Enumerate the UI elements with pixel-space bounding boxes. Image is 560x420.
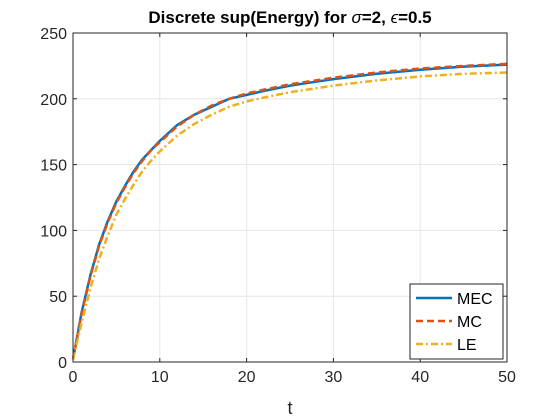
legend-label-le: LE <box>457 337 477 354</box>
x-tick-label: 40 <box>411 369 429 386</box>
x-tick-label: 50 <box>498 369 516 386</box>
legend: MEC MC LE <box>409 283 504 360</box>
y-tick-label: 200 <box>40 92 67 109</box>
y-tick-label: 150 <box>40 158 67 175</box>
plot-frame <box>72 32 508 363</box>
x-axis-label: t <box>287 398 292 418</box>
axis-ticks: 0 10 20 30 40 50 0 50 100 150 200 250 <box>40 26 516 386</box>
legend-label-mc: MC <box>457 314 482 331</box>
y-tick-label: 250 <box>40 26 67 43</box>
series-line-le <box>71 71 508 360</box>
y-tick-label: 0 <box>58 355 67 372</box>
chart-title-sigma: σ <box>351 8 362 27</box>
y-tick-label: 100 <box>40 223 67 240</box>
x-tick-label: 20 <box>238 369 256 386</box>
legend-label-mec: MEC <box>457 291 493 308</box>
x-tick-label: 30 <box>325 369 343 386</box>
chart-title: Discrete sup(Energy) for σ=2, ϵ=0.5 <box>148 8 431 27</box>
chart-title-epsilon: ϵ <box>391 8 399 27</box>
x-tick-label: 0 <box>69 369 78 386</box>
chart-title-prefix: Discrete sup(Energy) for <box>148 8 351 27</box>
series-line-mc <box>71 62 508 360</box>
series-lines <box>71 62 508 360</box>
x-tick-label: 10 <box>151 369 169 386</box>
legend-box <box>409 283 504 360</box>
chart-title-suffix: =0.5 <box>398 8 432 27</box>
chart-title-mid: =2, <box>362 8 391 27</box>
y-tick-label: 50 <box>49 289 67 306</box>
